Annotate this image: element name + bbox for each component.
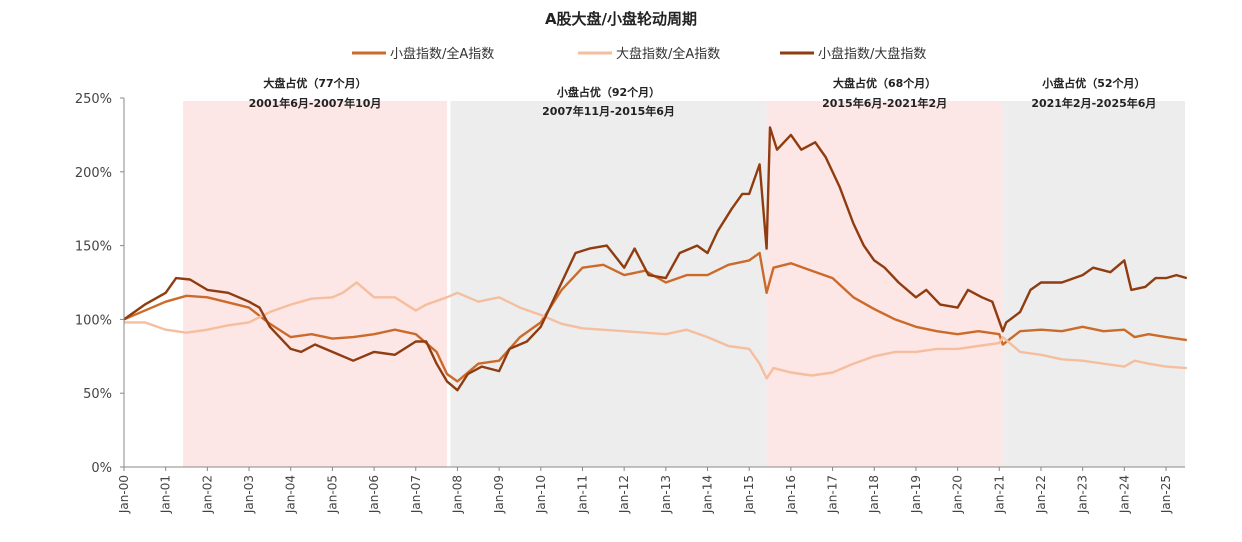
series-line xyxy=(123,126,1188,392)
x-tick-label: Jan-08 xyxy=(450,475,464,514)
shaded-region xyxy=(766,101,1003,467)
x-tick-label: Jan-20 xyxy=(951,475,965,514)
x-tick-label: Jan-19 xyxy=(909,475,923,514)
x-tick-label: Jan-11 xyxy=(575,475,589,514)
shaded-regions: 大盘占优（77个月） 2001年6月-2007年10月 小盘占优（92个月） 2007… xyxy=(183,76,1185,467)
x-tick-label: Jan-12 xyxy=(617,475,631,514)
region-label: 小盘占优（92个月） xyxy=(556,85,660,99)
x-tick-label: Jan-09 xyxy=(492,475,506,514)
x-tick-label: Jan-03 xyxy=(242,475,256,514)
y-tick-label: 100% xyxy=(75,313,112,328)
x-tick-label: Jan-05 xyxy=(325,475,339,514)
x-tick-label: Jan-18 xyxy=(867,475,881,514)
y-tick-label: 200% xyxy=(75,166,112,181)
x-tick-label: Jan-00 xyxy=(117,475,131,514)
series-line xyxy=(124,281,1187,380)
legend-label: 小盘指数/大盘指数 xyxy=(818,46,926,62)
x-tick-label: Jan-23 xyxy=(1076,475,1090,514)
x-tick-label: Jan-10 xyxy=(534,475,548,514)
legend-label: 大盘指数/全A指数 xyxy=(616,46,720,62)
y-tick-label: 150% xyxy=(75,240,112,255)
region-period: 2001年6月-2007年10月 xyxy=(249,96,382,110)
y-tick-label: 0% xyxy=(91,461,112,476)
series-lines xyxy=(123,126,1188,392)
shaded-region xyxy=(450,101,767,467)
x-tick-label: Jan-01 xyxy=(159,475,173,514)
region-period: 2021年2月-2025年6月 xyxy=(1031,96,1156,110)
region-label: 小盘占优（52个月） xyxy=(1041,76,1145,90)
region-label: 大盘占优（68个月） xyxy=(833,76,936,90)
y-tick-label: 250% xyxy=(75,92,112,107)
x-tick-label: Jan-25 xyxy=(1159,475,1173,514)
legend-label: 小盘指数/全A指数 xyxy=(390,46,494,62)
x-tick-label: Jan-02 xyxy=(200,475,214,514)
x-tick-label: Jan-07 xyxy=(409,475,423,514)
region-label: 大盘占优（77个月） xyxy=(263,76,366,90)
x-tick-label: Jan-17 xyxy=(826,475,840,514)
legend: 小盘指数/全A指数 大盘指数/全A指数 小盘指数/大盘指数 xyxy=(352,46,926,62)
x-tick-label: Jan-14 xyxy=(701,475,715,514)
x-tick-label: Jan-16 xyxy=(784,475,798,514)
x-tick-label: Jan-06 xyxy=(367,475,381,514)
region-period: 2015年6月-2021年2月 xyxy=(822,96,947,110)
region-period: 2007年11月-2015年6月 xyxy=(542,104,675,118)
shaded-region xyxy=(1002,101,1185,467)
shaded-region xyxy=(183,101,448,467)
axes: 0% 50% 100% 150% 200% 250% Jan-00 Jan-01 Jan-02 J… xyxy=(75,92,1185,514)
x-tick-label: Jan-04 xyxy=(284,475,298,514)
x-tick-label: Jan-13 xyxy=(659,475,673,514)
x-tick-label: Jan-24 xyxy=(1117,475,1131,514)
chart-title: A股大盘/小盘轮动周期 xyxy=(545,10,697,28)
y-tick-label: 50% xyxy=(83,387,112,402)
x-tick-label: Jan-21 xyxy=(992,475,1006,514)
x-tick-label: Jan-15 xyxy=(742,475,756,514)
series-line xyxy=(123,251,1187,383)
x-tick-label: Jan-22 xyxy=(1034,475,1048,514)
